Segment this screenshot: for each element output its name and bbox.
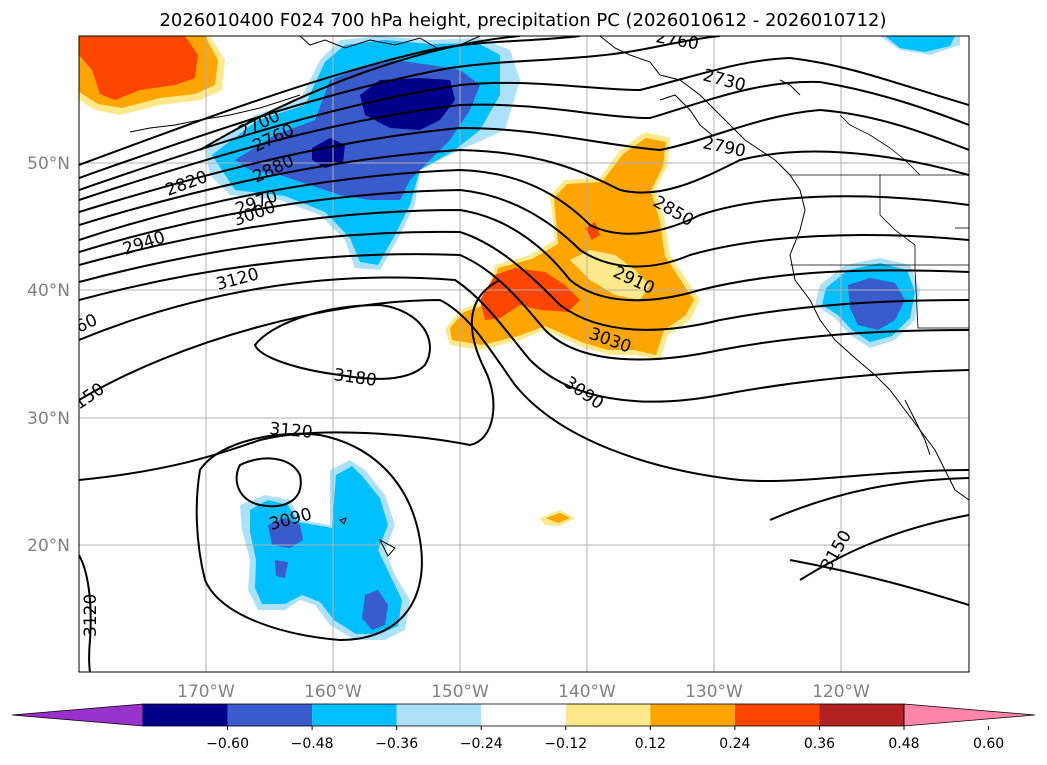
colorbar-segment [227,704,313,726]
colorbar-tick-label: 0.36 [804,736,835,752]
colorbar-arrow-high [903,703,1036,727]
lat-label: 50°N [27,154,70,174]
colorbar-tick-label: −0.12 [544,736,587,752]
figure-title: 2026010400 F024 700 hPa height, precipit… [159,10,886,31]
colorbar-segment [565,704,651,726]
colorbar-tick-label: −0.24 [460,736,503,752]
colorbar-tick-label: −0.60 [206,736,249,752]
lon-label: 150°W [431,682,489,702]
colorbar-tick-label: 0.60 [973,736,1004,752]
colorbar-segment [312,704,397,726]
map-area: 2760 2730 2790 2700 2760 2880 2820 2970 … [73,36,969,672]
colorbar-segment [734,704,820,726]
contour-label: 3120 [269,419,314,443]
height-contours [79,36,969,672]
colorbar-tick-label: −0.36 [375,736,418,752]
colorbar-tick-label: 0.12 [635,736,666,752]
lat-label: 30°N [27,409,70,429]
lon-label: 170°W [177,682,235,702]
colorbar-segment [396,704,482,726]
colorbar-segment [650,704,735,726]
colorbar: −0.60 −0.48 −0.36 −0.24 −0.12 0.12 0.24 0.36 0.4… [11,703,1036,752]
contour-label: 60 [73,310,101,337]
lon-label: 160°W [304,682,362,702]
lat-label: 20°N [27,536,70,556]
colorbar-segment [819,704,904,726]
longitude-labels: 170°W 160°W 150°W 140°W 130°W 120°W [177,682,870,702]
contour-label: 3120 [81,594,101,637]
colorbar-tick-label: −0.48 [291,736,334,752]
latitude-labels: 50°N 40°N 30°N 20°N [27,154,70,556]
political-borders [790,114,969,329]
colorbar-segment [143,704,228,726]
lon-label: 140°W [558,682,616,702]
map-frame [78,35,970,673]
colorbar-tick-label: 0.48 [888,736,919,752]
colorbar-segment [481,704,566,726]
colorbar-frame [142,703,905,727]
colorbar-arrow-low [11,703,144,727]
colorbar-tick-label: 0.24 [719,736,750,752]
lon-label: 120°W [812,682,870,702]
lat-label: 40°N [27,281,70,301]
lon-label: 130°W [685,682,743,702]
